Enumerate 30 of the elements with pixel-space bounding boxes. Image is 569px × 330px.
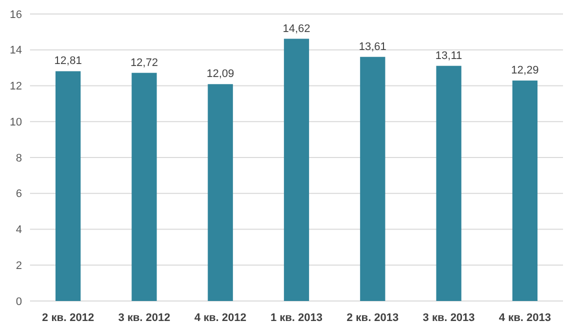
bar bbox=[512, 80, 538, 301]
y-tick-label: 10 bbox=[10, 116, 22, 128]
y-tick-label: 8 bbox=[16, 152, 22, 164]
data-label: 12,72 bbox=[130, 56, 158, 69]
x-tick-label: 4 кв. 2012 bbox=[194, 312, 246, 324]
data-label: 13,61 bbox=[358, 40, 386, 53]
bar bbox=[208, 84, 233, 301]
x-tick-label: 3 кв. 2013 bbox=[422, 312, 475, 324]
y-tick-label: 6 bbox=[16, 188, 22, 200]
bar bbox=[360, 56, 386, 301]
y-tick-label: 0 bbox=[16, 296, 22, 308]
y-tick-label: 4 bbox=[16, 224, 22, 236]
data-label: 12,81 bbox=[54, 55, 82, 68]
y-tick-label: 16 bbox=[10, 8, 22, 21]
data-label: 12,29 bbox=[511, 64, 539, 77]
x-tick-label: 1 кв. 2013 bbox=[270, 312, 323, 324]
x-tick-label: 4 кв. 2013 bbox=[498, 312, 551, 324]
bar bbox=[436, 66, 462, 301]
x-tick-label: 2 кв. 2012 bbox=[42, 312, 94, 324]
data-label: 12,09 bbox=[206, 68, 234, 80]
bar bbox=[56, 71, 81, 301]
bar bbox=[132, 72, 157, 301]
y-tick-label: 14 bbox=[10, 44, 22, 57]
x-tick-label: 3 кв. 2012 bbox=[118, 312, 170, 324]
y-tick-label: 12 bbox=[10, 80, 22, 93]
x-tick-label: 2 кв. 2013 bbox=[346, 312, 399, 324]
data-label: 13,11 bbox=[435, 50, 462, 62]
data-label: 14,62 bbox=[282, 22, 310, 35]
y-tick-label: 2 bbox=[16, 260, 22, 272]
bar bbox=[284, 38, 310, 301]
